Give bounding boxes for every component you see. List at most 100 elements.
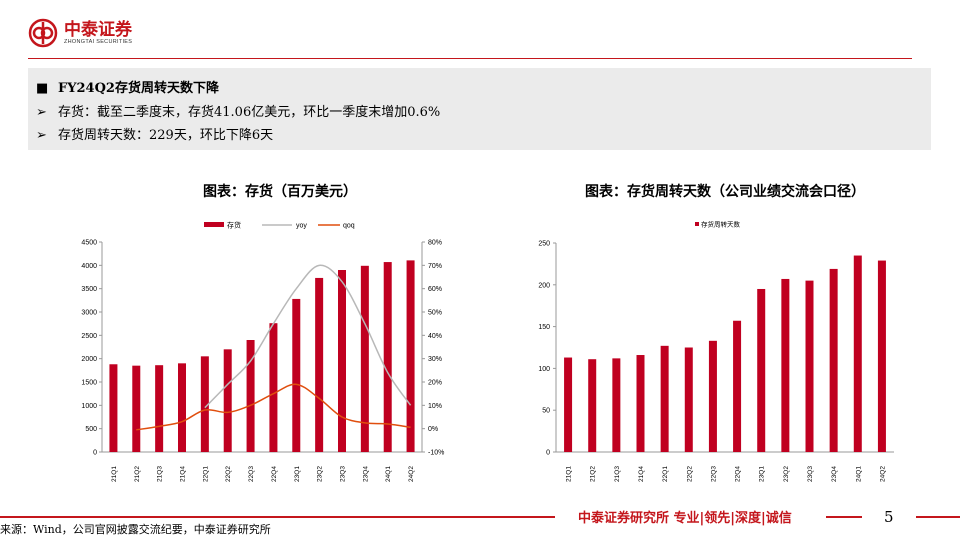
summary-bullet-1-text: 存货：截至二季度末，存货41.06亿美元，环比一季度末增加0.6% [58, 105, 441, 120]
footer-line-left [0, 516, 555, 518]
x-tick-label: 22Q4 [271, 466, 278, 482]
left-tick-label: 2000 [81, 356, 97, 363]
right-tick-label: 70% [428, 263, 442, 270]
turnover-bar [564, 357, 573, 452]
turnover-bar [853, 255, 862, 452]
turnover-bar [877, 260, 886, 452]
y-tick-label: 250 [538, 241, 550, 248]
x-tick-label: 21Q3 [157, 466, 164, 482]
left-tick-label: 4500 [81, 240, 97, 247]
right-tick-label: 30% [428, 356, 442, 363]
inventory-bar [292, 298, 301, 452]
left-tick-label: 3500 [81, 286, 97, 293]
x-tick-label: 22Q2 [225, 466, 232, 482]
summary-title: ■ FY24Q2存货周转天数下降 [36, 77, 219, 96]
footer-line-right [916, 516, 960, 518]
turnover-bar [805, 280, 814, 452]
legend-label-yoy: yoy [296, 223, 307, 230]
inventory-bar [383, 262, 392, 452]
x-tick-label: 24Q2 [408, 466, 415, 482]
inventory-bar [155, 365, 164, 452]
right-tick-label: 10% [428, 403, 442, 410]
right-tick-label: -10% [428, 450, 444, 457]
square-bullet-icon: ■ [36, 81, 49, 96]
summary-title-text: FY24Q2存货周转天数下降 [58, 81, 219, 96]
inventory-bar [338, 270, 346, 452]
x-tick-label: 22Q3 [248, 466, 255, 482]
x-tick-label: 24Q1 [385, 466, 392, 482]
legend-label-inventory: 存货 [227, 221, 241, 230]
summary-bullet-turnover: ➢ 存货周转天数：229天，环比下降6天 [36, 124, 273, 143]
turnover-bar [636, 355, 645, 452]
turnover-bar [781, 278, 790, 452]
inventory-bar [360, 265, 369, 452]
x-tick-label: 21Q1 [111, 466, 118, 482]
chart1-title: 图表：存货（百万美元） [203, 184, 357, 200]
x-tick-label: 21Q4 [638, 466, 645, 482]
x-tick-label: 21Q2 [134, 466, 141, 482]
footer-tagline: 中泰证券研究所 专业|领先|深度|诚信 [578, 511, 792, 526]
logo-mark-icon [28, 18, 58, 48]
inventory-bar [132, 365, 141, 452]
x-tick-label: 22Q3 [710, 466, 717, 482]
turnover-bar [708, 340, 717, 452]
x-tick-label: 21Q1 [566, 466, 573, 482]
turnover-bar [660, 345, 669, 452]
left-tick-label: 0 [93, 450, 97, 457]
right-tick-label: 60% [428, 286, 442, 293]
legend-label-qoq: qoq [343, 223, 355, 230]
footer-line-mid [826, 516, 862, 518]
x-tick-label: 22Q1 [202, 466, 209, 482]
inventory-bar [223, 349, 232, 452]
right-tick-label: 80% [428, 240, 442, 247]
right-tick-label: 50% [428, 310, 442, 317]
summary-box: ■ FY24Q2存货周转天数下降 ➢ 存货：截至二季度末，存货41.06亿美元，环比… [28, 68, 931, 150]
arrow-bullet-icon: ➢ [36, 105, 47, 120]
arrow-bullet-icon: ➢ [36, 128, 47, 143]
y-tick-label: 150 [538, 324, 550, 331]
qoq-line [136, 383, 411, 431]
left-tick-label: 1500 [81, 380, 97, 387]
left-tick-label: 3000 [81, 310, 97, 317]
x-tick-label: 22Q4 [735, 466, 742, 482]
right-tick-label: 20% [428, 380, 442, 387]
x-tick-label: 23Q4 [831, 466, 838, 482]
page-number: 5 [884, 508, 894, 526]
x-tick-label: 23Q2 [783, 466, 790, 482]
x-tick-label: 22Q1 [662, 466, 669, 482]
inventory-bar [269, 323, 278, 452]
y-tick-label: 200 [538, 282, 550, 289]
inventory-bar [178, 363, 186, 452]
inventory-bar [246, 340, 255, 452]
header-divider [28, 58, 912, 59]
left-tick-label: 2500 [81, 333, 97, 340]
x-tick-label: 23Q1 [759, 466, 766, 482]
summary-bullet-2-text: 存货周转天数：229天，环比下降6天 [58, 128, 274, 143]
turnover-bar [829, 268, 838, 452]
x-tick-label: 23Q3 [807, 466, 814, 482]
y-tick-label: 0 [546, 450, 550, 457]
x-tick-label: 23Q3 [340, 466, 347, 482]
inventory-chart: 0 500 1000 1500 2000 2500 3000 3500 4000 4500 -10%… [81, 221, 444, 482]
x-tick-label: 22Q2 [686, 466, 693, 482]
summary-bullet-inventory: ➢ 存货：截至二季度末，存货41.06亿美元，环比一季度末增加0.6% [36, 101, 440, 120]
x-tick-label: 21Q3 [614, 466, 621, 482]
inventory-bar [406, 260, 415, 452]
x-tick-label: 23Q2 [317, 466, 324, 482]
legend-swatch-inventory [204, 222, 224, 227]
x-tick-label: 21Q4 [180, 466, 187, 482]
left-tick-label: 4000 [81, 263, 97, 270]
legend-label-turnover: 存货周转天数 [701, 220, 741, 229]
y-tick-label: 100 [538, 366, 550, 373]
turnover-bar [588, 359, 597, 452]
legend-swatch-turnover [695, 222, 699, 226]
left-tick-label: 500 [85, 426, 97, 433]
turnover-bar [757, 288, 766, 452]
y-tick-label: 50 [542, 408, 550, 415]
company-logo: 中泰证券 ZHONGTAI SECURITIES [28, 18, 132, 48]
logo-text-en: ZHONGTAI SECURITIES [64, 38, 133, 45]
turnover-bar [612, 358, 621, 452]
x-tick-label: 23Q4 [362, 466, 369, 482]
turnover-bar [684, 347, 693, 452]
inventory-bar [315, 277, 324, 452]
